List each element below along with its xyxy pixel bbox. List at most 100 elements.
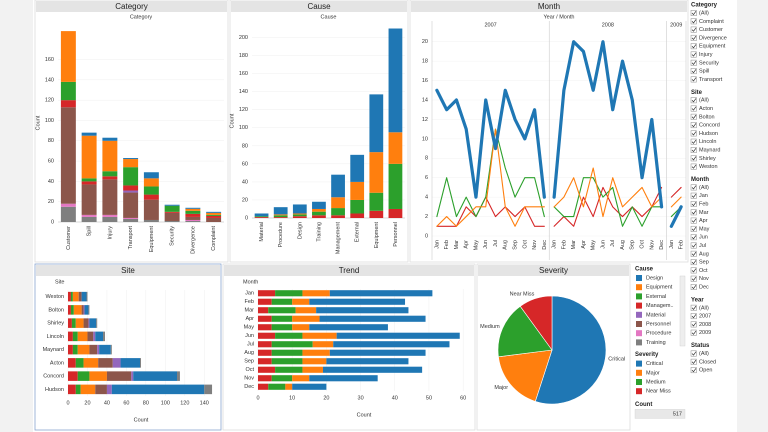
checkbox[interactable] — [690, 184, 697, 191]
bar-segment — [326, 358, 409, 365]
filter-option: Jul — [699, 243, 706, 249]
checkbox[interactable] — [690, 51, 697, 58]
checkbox[interactable] — [690, 259, 697, 266]
y-tick-label: 16 — [422, 78, 428, 84]
legend-title: Severity — [635, 352, 659, 358]
x-tick-label: 120 — [180, 400, 189, 406]
bar-segment — [83, 318, 89, 328]
bar-segment — [369, 210, 384, 218]
checkbox[interactable] — [690, 250, 697, 257]
bar-segment — [77, 331, 88, 342]
bar-segment — [268, 307, 296, 314]
checkbox[interactable] — [690, 113, 697, 120]
bar-segment — [81, 132, 97, 136]
checkbox[interactable] — [690, 10, 697, 16]
pie-slice — [497, 305, 553, 358]
checkbox[interactable] — [690, 97, 697, 104]
checkmark — [691, 52, 697, 57]
checkbox[interactable] — [690, 201, 697, 207]
checkmark — [691, 19, 697, 24]
checkmark — [691, 44, 697, 49]
bar-segment — [88, 318, 90, 328]
x-tick-label: 80 — [143, 400, 149, 406]
bar-segment — [81, 305, 84, 315]
bar-segment — [369, 192, 384, 211]
bar-segment — [329, 290, 433, 297]
y-tick-label: Concord — [43, 374, 64, 380]
checkbox[interactable] — [690, 138, 697, 145]
legend-swatch — [636, 360, 642, 367]
bar-segment — [68, 331, 73, 342]
checkbox[interactable] — [690, 76, 697, 83]
filter-option: Spill — [699, 69, 709, 75]
filter-option: Lincoln — [699, 139, 716, 145]
bar-segment — [206, 212, 222, 215]
checkmark — [691, 276, 697, 281]
filter-option: Sep — [699, 260, 709, 266]
filter-title: Category — [691, 3, 718, 9]
checkbox[interactable] — [690, 321, 697, 328]
y-tick-label: 80 — [48, 138, 54, 144]
bar-segment — [258, 298, 272, 305]
checkbox[interactable] — [690, 34, 697, 41]
checkmark — [691, 322, 697, 327]
bar-segment — [123, 217, 139, 219]
legend-swatch — [636, 339, 642, 346]
bar-segment — [350, 154, 365, 182]
bar-segment — [164, 205, 180, 212]
line-series — [553, 177, 663, 227]
bar-segment — [258, 307, 269, 314]
checkbox[interactable] — [690, 284, 697, 290]
x-tick-label: Aug — [503, 240, 509, 250]
checkbox[interactable] — [690, 304, 697, 311]
checkbox[interactable] — [690, 155, 697, 162]
legend-label: External — [646, 294, 666, 300]
checkbox[interactable] — [690, 130, 697, 137]
panel-header — [411, 1, 687, 12]
checkmark — [691, 251, 697, 256]
checkbox[interactable] — [690, 367, 697, 374]
bar-segment — [60, 100, 76, 108]
checkbox[interactable] — [690, 313, 697, 320]
filter-option: (All) — [699, 351, 709, 357]
checkbox[interactable] — [690, 275, 697, 282]
checkbox[interactable] — [690, 68, 697, 75]
checkbox[interactable] — [690, 267, 697, 274]
checkbox[interactable] — [690, 122, 697, 129]
y-tick-label: Jan — [245, 291, 254, 297]
x-tick-label: 140 — [200, 400, 209, 406]
checkbox[interactable] — [690, 163, 697, 170]
checkbox[interactable] — [690, 242, 697, 249]
checkbox[interactable] — [690, 43, 697, 50]
filter-option: Equipment — [699, 44, 726, 50]
checkbox[interactable] — [690, 192, 697, 199]
checkbox[interactable] — [690, 105, 697, 112]
checkbox[interactable] — [690, 358, 697, 365]
bar-segment — [258, 332, 276, 339]
checkbox[interactable] — [690, 147, 697, 153]
bar-segment — [185, 207, 201, 209]
checkmark — [691, 268, 697, 273]
checkbox[interactable] — [690, 26, 697, 33]
y-tick-label: Jun — [245, 333, 254, 339]
checkbox[interactable] — [690, 209, 697, 216]
checkbox[interactable] — [690, 225, 697, 232]
checkmark — [691, 260, 697, 265]
bar-segment — [143, 178, 159, 187]
filter-option: (All) — [699, 98, 709, 104]
filter-option: Dec — [699, 284, 709, 290]
checkbox[interactable] — [690, 18, 697, 25]
checkmark — [691, 139, 697, 144]
checkbox[interactable] — [690, 59, 697, 66]
checkbox[interactable] — [690, 329, 697, 336]
legend-label: Personnel — [646, 321, 671, 327]
bar-segment — [312, 215, 326, 218]
filter-option: Complaint — [699, 19, 724, 25]
checkbox[interactable] — [690, 217, 697, 224]
legend-label: Design — [646, 275, 663, 281]
panel — [34, 0, 229, 263]
bar-segment — [350, 213, 365, 218]
checkbox[interactable] — [690, 350, 697, 357]
pie-label: Medium — [480, 324, 500, 330]
checkbox[interactable] — [690, 234, 697, 241]
